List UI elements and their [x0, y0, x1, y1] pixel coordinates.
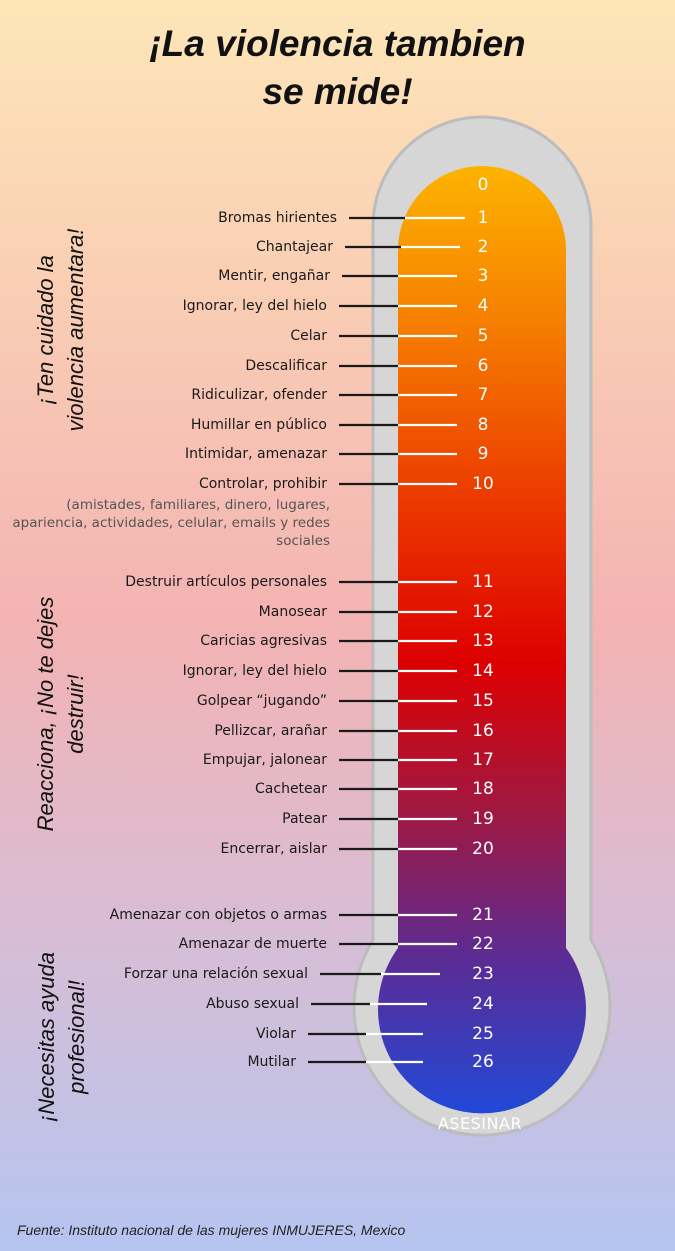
scale-label-13: Caricias agresivas: [200, 633, 327, 649]
scale-label-2: Chantajear: [255, 239, 333, 255]
scale-label-6: Descalificar: [245, 358, 327, 374]
scale-number-12: 12: [472, 602, 494, 622]
title-line-2: se mide!: [262, 71, 413, 112]
scale-label-11: Destruir artículos personales: [125, 574, 327, 590]
scale-label-16: Pellizcar, arañar: [214, 723, 327, 739]
scale-label-5: Celar: [290, 328, 327, 344]
scale-label-20: Encerrar, aislar: [220, 841, 327, 857]
scale-number-3: 3: [477, 266, 489, 286]
scale-number-26: 26: [472, 1052, 494, 1072]
scale-label-8: Humillar en público: [190, 417, 327, 433]
scale-label-23: Forzar una relación sexual: [123, 966, 308, 982]
section-help-line-1: ¡Necesitas ayuda: [34, 952, 59, 1122]
scale-number-11: 11: [472, 572, 494, 592]
section-warning-line-2: violencia aumentara!: [63, 228, 88, 432]
scale-label-14: Ignorar, ley del hielo: [182, 663, 327, 679]
tick-marks: [308, 216, 465, 1064]
scale-label-9: Intimidar, amenazar: [185, 446, 327, 462]
scale-label-25: Violar: [256, 1026, 296, 1042]
controlar-note: (amistades, familiares, dinero, lugares,…: [12, 497, 330, 549]
title-line-1: ¡La violencia tambien: [149, 23, 526, 64]
scale-label-24: Abuso sexual: [206, 996, 299, 1012]
section-react-line-2: destruir!: [63, 674, 88, 754]
scale-number-13: 13: [472, 631, 494, 651]
scale-label-7: Ridiculizar, ofender: [191, 387, 327, 403]
scale-label-15: Golpear “jugando”: [196, 693, 327, 709]
scale-number-10: 10: [472, 474, 494, 494]
scale-number-0: 0: [477, 175, 489, 195]
scale-label-21: Amenazar con objetos o armas: [109, 907, 327, 923]
scale-number-4: 4: [477, 296, 489, 316]
scale-number-2: 2: [477, 237, 489, 257]
scale-number-22: 22: [472, 934, 494, 954]
page-title: ¡La violencia tambien se mide!: [0, 20, 675, 116]
scale-label-4: Ignorar, ley del hielo: [182, 298, 327, 314]
thermometer-liquid: [378, 166, 586, 1114]
scale-label-12: Manosear: [258, 604, 327, 620]
scale-label-22: Amenazar de muerte: [178, 936, 327, 952]
scale-number-14: 14: [472, 661, 494, 681]
asesinar-label: ASESINAR: [437, 1114, 523, 1133]
section-help-line-2: profesional!: [64, 980, 89, 1094]
scale-number-9: 9: [477, 444, 489, 464]
scale-number-23: 23: [472, 964, 494, 984]
scale-number-25: 25: [472, 1024, 494, 1044]
scale-number-19: 19: [472, 809, 494, 829]
scale-number-6: 6: [477, 356, 489, 376]
scale-number-1: 1: [477, 208, 489, 228]
scale-number-7: 7: [477, 385, 489, 405]
scale-label-19: Patear: [282, 811, 327, 827]
scale-number-5: 5: [477, 326, 489, 346]
scale-label-26: Mutilar: [247, 1054, 296, 1070]
scale-number-18: 18: [472, 779, 494, 799]
scale-label-10: Controlar, prohibir: [198, 476, 327, 492]
scale-label-3: Mentir, engañar: [218, 268, 330, 284]
scale-number-24: 24: [472, 994, 494, 1014]
scale-number-17: 17: [472, 750, 494, 770]
scale-number-16: 16: [472, 721, 494, 741]
scale-label-1: Bromas hirientes: [218, 210, 337, 226]
scale-label-17: Empujar, jalonear: [202, 752, 327, 768]
scale-number-8: 8: [477, 415, 489, 435]
scale-label-18: Cachetear: [255, 781, 327, 797]
section-react-line-1: Reacciona, ¡No te dejes: [33, 596, 58, 832]
section-warning-line-1: ¡Ten cuidado la: [33, 255, 58, 405]
scale-number-15: 15: [472, 691, 494, 711]
scale-number-20: 20: [472, 839, 494, 859]
scale-number-21: 21: [472, 905, 494, 925]
source-credit: Fuente: Instituto nacional de las mujere…: [17, 1222, 406, 1238]
